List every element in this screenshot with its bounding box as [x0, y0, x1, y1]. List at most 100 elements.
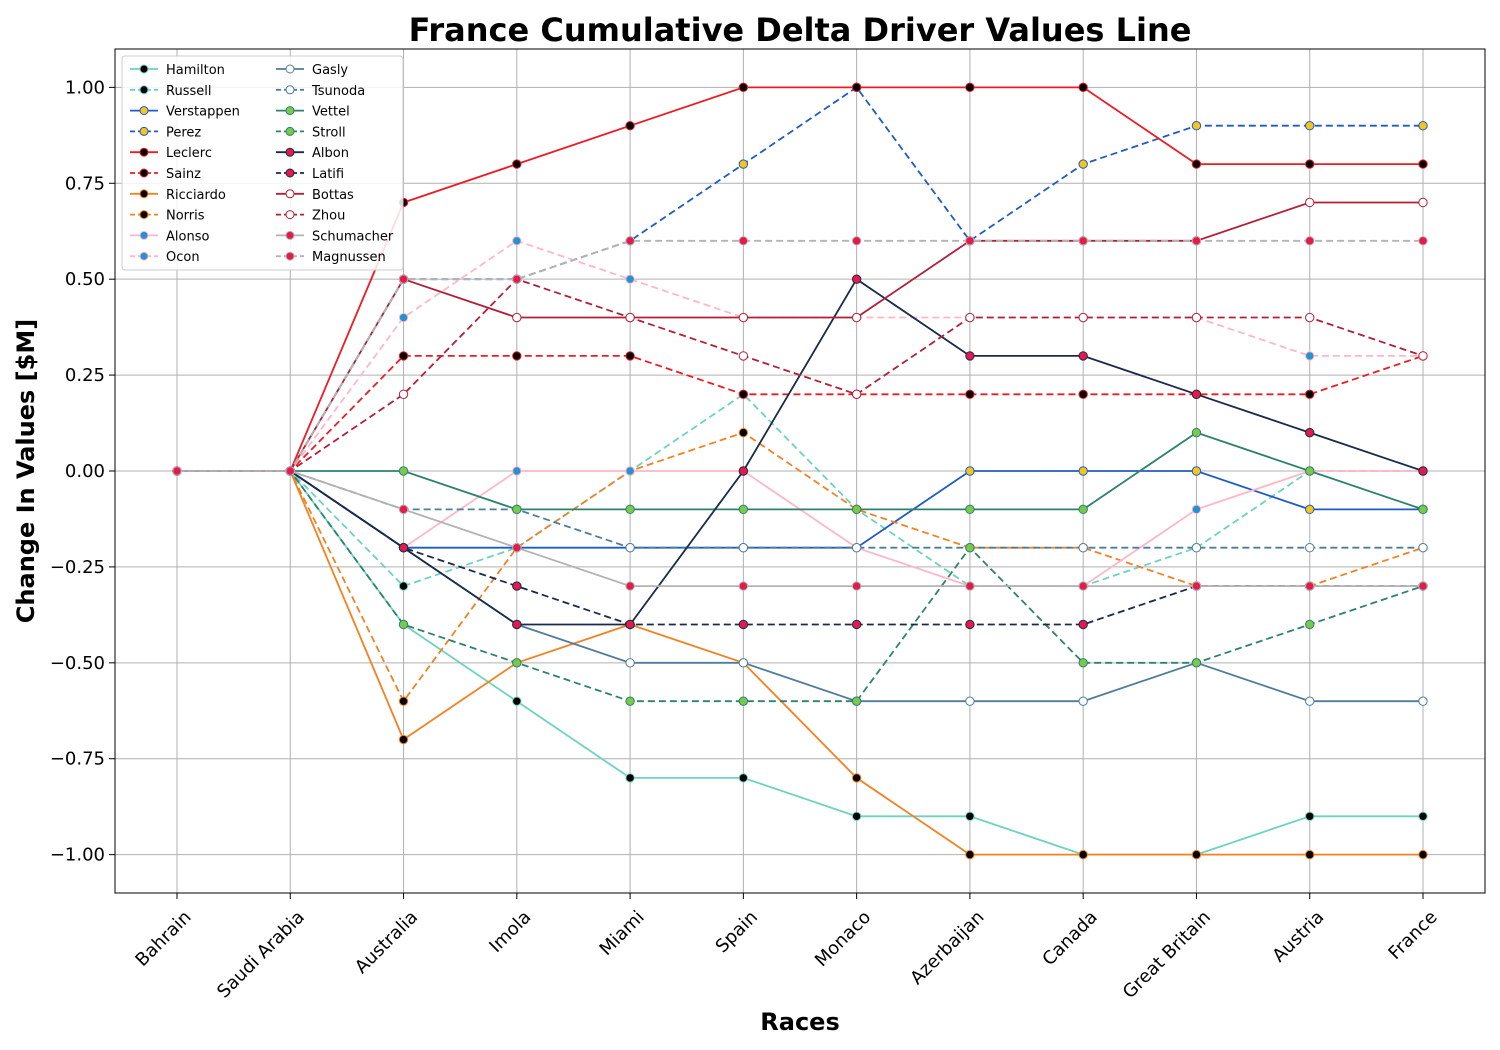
data-point-schumacher — [1191, 581, 1202, 591]
series-vettel — [172, 427, 1428, 515]
data-point-russell — [398, 581, 409, 591]
data-point-zhou — [851, 389, 862, 399]
y-tick-label: 0.50 — [65, 269, 105, 290]
series-schumacher — [172, 466, 1428, 591]
legend-item-hamilton: Hamilton — [130, 63, 225, 78]
data-point-perez — [1305, 121, 1315, 131]
data-point-leclerc — [512, 159, 522, 169]
data-point-hamilton — [965, 811, 975, 821]
data-point-latifi — [851, 619, 862, 630]
data-point-vettel — [851, 504, 862, 515]
data-point-bottas — [738, 312, 749, 323]
data-point-alonso — [625, 466, 635, 476]
data-point-perez — [738, 159, 749, 169]
data-point-stroll — [1191, 658, 1202, 668]
data-point-albon — [1418, 466, 1428, 476]
data-point-perez — [1191, 121, 1202, 131]
data-point-albon — [512, 619, 522, 630]
legend-item-gasly: Gasly — [276, 63, 348, 78]
data-point-leclerc — [1078, 82, 1088, 93]
data-point-ricciardo — [851, 773, 862, 783]
y-ticks: −1.00 −0.75 −0.50 −0.25 0.00 0.25 0.50 0.75 1.00 — [50, 77, 115, 866]
legend: Hamilton Russell Verstappen Perez Leclerc Sai… — [121, 55, 404, 271]
series-line-russell — [177, 393, 1423, 588]
data-point-sainz — [398, 351, 409, 361]
legend-item-alonso: Alonso — [130, 229, 209, 244]
data-point-magnussen — [285, 466, 295, 476]
data-point-sainz — [965, 389, 975, 399]
data-point-stroll — [625, 696, 635, 706]
data-point-leclerc — [1305, 159, 1315, 169]
series-line-ocon — [177, 239, 1423, 472]
series-line-ricciardo — [177, 470, 1423, 856]
series-line-zhou — [177, 278, 1424, 472]
data-point-zhou — [1418, 351, 1428, 361]
data-point-zhou — [965, 312, 975, 323]
legend-label: Tsunoda — [311, 84, 365, 99]
series-magnussen — [172, 236, 1428, 476]
legend-marker — [285, 189, 295, 199]
data-point-gasly — [625, 658, 635, 668]
legend-marker — [139, 189, 149, 199]
data-point-latifi — [625, 619, 635, 630]
legend-label: Hamilton — [166, 63, 225, 78]
legend-marker — [139, 230, 149, 240]
x-tick-label: France — [1384, 907, 1441, 964]
legend-label: Vettel — [312, 105, 350, 120]
legend-label: Stroll — [312, 125, 346, 140]
y-tick-label: −1.00 — [50, 845, 105, 866]
data-point-tsunoda — [738, 543, 749, 553]
data-point-schumacher — [851, 581, 862, 591]
legend-item-schumacher: Schumacher — [276, 229, 394, 244]
legend-label: Latifi — [312, 167, 344, 182]
x-tick-label: Bahrain — [131, 907, 195, 971]
series-line-vettel — [177, 431, 1424, 511]
data-point-ricciardo — [965, 849, 975, 860]
data-point-zhou — [1078, 312, 1088, 323]
data-point-stroll — [1078, 658, 1088, 668]
data-point-vettel — [1078, 504, 1088, 515]
data-point-latifi — [398, 543, 409, 553]
x-ticks: Bahrain Saudi Arabia Australia Imola Miami Sp… — [131, 893, 1442, 1003]
data-point-hamilton — [625, 773, 635, 783]
data-point-ocon — [1305, 351, 1315, 361]
data-point-magnussen — [851, 236, 862, 246]
data-point-stroll — [398, 619, 409, 630]
data-point-latifi — [512, 581, 522, 591]
data-point-leclerc — [738, 82, 749, 93]
series-sainz — [172, 351, 1428, 476]
legend-marker — [139, 168, 149, 178]
legend-marker — [139, 210, 149, 220]
series-line-stroll — [177, 470, 1424, 703]
legend-marker — [139, 64, 149, 74]
series-ocon — [172, 236, 1428, 476]
data-point-leclerc — [1191, 159, 1202, 169]
data-point-perez — [1078, 159, 1088, 169]
data-point-bottas — [1418, 197, 1428, 208]
legend-marker — [285, 210, 295, 220]
legend-item-perez: Perez — [130, 125, 201, 140]
series-line-schumacher — [177, 470, 1423, 587]
legend-label: Sainz — [166, 167, 201, 182]
data-point-verstappen — [965, 466, 975, 476]
legend-label: Leclerc — [166, 146, 212, 161]
data-point-bottas — [512, 312, 522, 323]
x-tick-label: Saudi Arabia — [213, 907, 309, 1003]
data-point-stroll — [965, 543, 975, 553]
data-point-hamilton — [1305, 811, 1315, 821]
data-point-sainz — [512, 351, 522, 361]
legend-marker — [285, 64, 295, 74]
x-tick-label: Monaco — [811, 907, 875, 971]
legend-label: Perez — [166, 125, 201, 140]
x-tick-label: Austria — [1268, 907, 1328, 967]
data-point-vettel — [625, 504, 635, 515]
data-point-leclerc — [625, 121, 635, 131]
legend-item-norris: Norris — [130, 209, 205, 224]
data-point-hamilton — [512, 696, 522, 706]
x-tick-label: Great Britain — [1119, 907, 1215, 1003]
data-point-albon — [1191, 389, 1202, 399]
data-point-schumacher — [512, 543, 522, 553]
data-point-sainz — [1078, 389, 1088, 399]
legend-label: Schumacher — [312, 229, 394, 244]
legend-marker — [285, 85, 295, 95]
